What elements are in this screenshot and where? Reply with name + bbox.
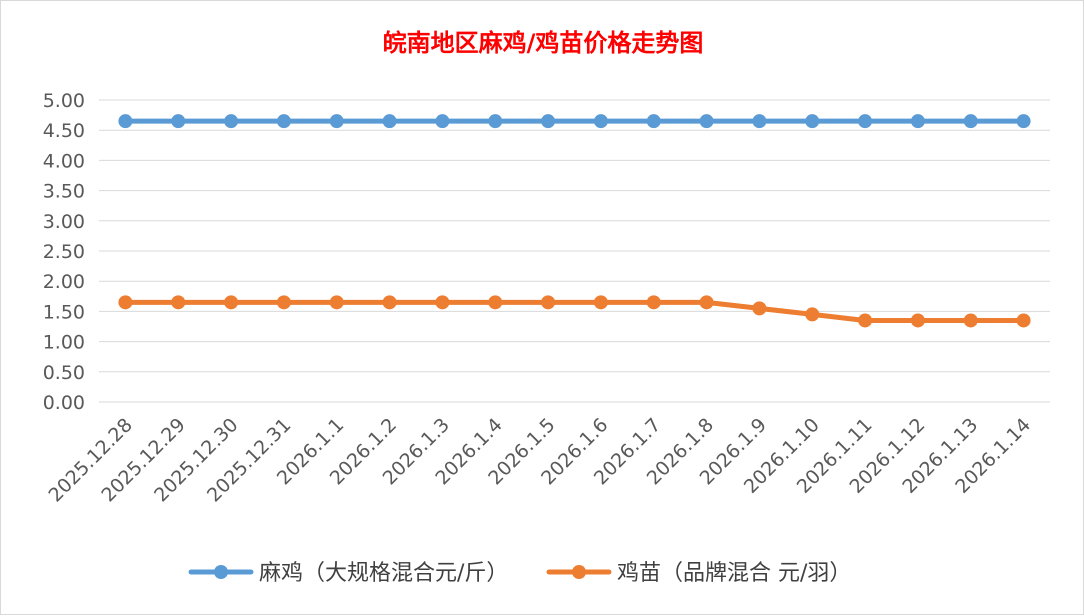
- y-tick-label: 2.00: [43, 271, 85, 293]
- y-tick-label: 2.50: [43, 241, 85, 263]
- series-line: [122, 299, 1027, 323]
- legend: 麻鸡（大规格混合元/斤） 鸡苗（品牌混合 元/羽）: [188, 561, 851, 586]
- legend-swatch-marker: [572, 565, 586, 579]
- y-tick-label: 0.50: [43, 362, 85, 384]
- data-point: [1016, 313, 1031, 328]
- data-point: [805, 114, 820, 129]
- legend-swatch-marker: [214, 565, 228, 579]
- y-tick-label: 3.00: [43, 211, 85, 233]
- data-point: [435, 295, 450, 310]
- data-point: [382, 295, 397, 310]
- legend-label: 麻鸡（大规格混合元/斤）: [259, 561, 508, 586]
- data-point: [382, 114, 397, 129]
- data-point: [118, 114, 133, 129]
- data-point: [858, 313, 873, 328]
- data-point: [910, 313, 925, 328]
- data-point: [646, 114, 661, 129]
- data-point: [963, 114, 978, 129]
- data-point: [435, 114, 450, 129]
- data-point: [488, 295, 503, 310]
- data-point: [858, 114, 873, 129]
- data-point: [646, 295, 661, 310]
- data-point: [541, 114, 556, 129]
- data-point: [541, 295, 556, 310]
- data-point: [593, 295, 608, 310]
- y-tick-label: 4.00: [43, 150, 85, 172]
- data-point: [752, 114, 767, 129]
- data-point: [329, 295, 344, 310]
- chart-title: 皖南地区麻鸡/鸡苗价格走势图: [383, 29, 704, 57]
- data-point: [118, 295, 133, 310]
- series-layer: [118, 114, 1031, 328]
- data-point: [963, 313, 978, 328]
- y-tick-label: 5.00: [43, 90, 85, 112]
- data-point: [171, 295, 186, 310]
- y-tick-label: 0.00: [43, 392, 85, 414]
- legend-label: 鸡苗（品牌混合 元/羽）: [617, 561, 851, 586]
- data-point: [488, 114, 503, 129]
- data-point: [276, 295, 291, 310]
- y-tick-label: 1.50: [43, 301, 85, 323]
- y-tick-label: 1.00: [43, 332, 85, 354]
- x-axis-ticks: 2025.12.282025.12.292025.12.302025.12.31…: [44, 414, 1035, 506]
- data-point: [910, 114, 925, 129]
- data-point: [593, 114, 608, 129]
- data-point: [1016, 114, 1031, 129]
- y-tick-label: 3.50: [43, 181, 85, 203]
- data-point: [224, 114, 239, 129]
- data-point: [171, 114, 186, 129]
- data-point: [276, 114, 291, 129]
- data-point: [699, 295, 714, 310]
- data-point: [329, 114, 344, 129]
- gridlines: [99, 99, 1050, 403]
- data-point: [224, 295, 239, 310]
- data-point: [699, 114, 714, 129]
- y-tick-label: 4.50: [43, 120, 85, 142]
- y-axis-ticks: 5.00 4.50 4.00 3.50 3.00 2.50 2.00 1.50 1.00 0.50…: [43, 90, 85, 414]
- data-point: [752, 301, 767, 316]
- data-point: [805, 307, 820, 322]
